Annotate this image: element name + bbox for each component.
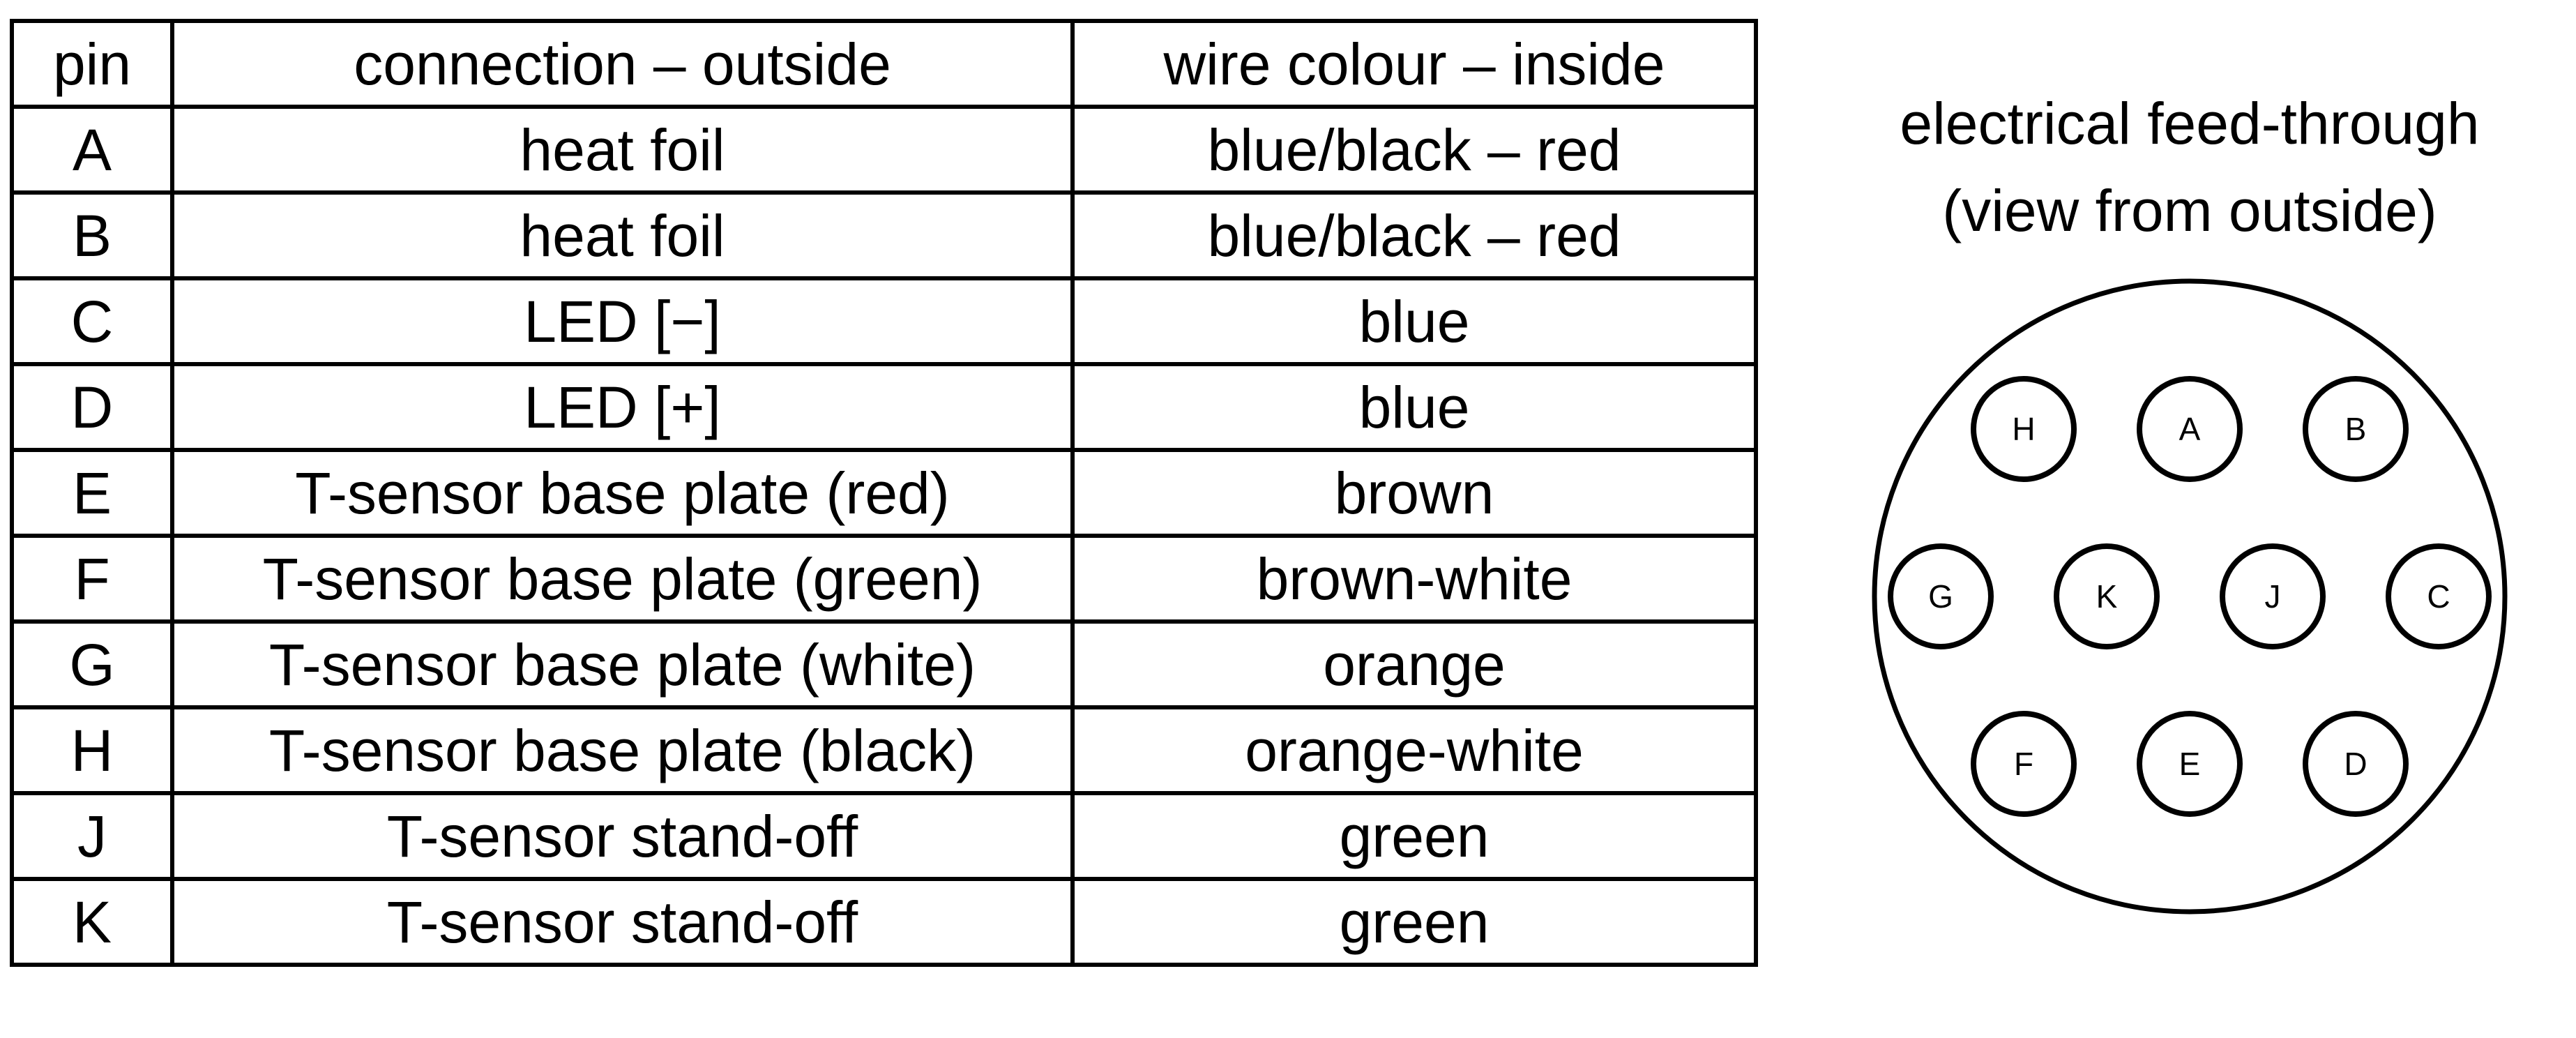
table-row: F T-sensor base plate (green) brown-whit… xyxy=(10,534,1758,624)
cell-connection-outside: T-sensor base plate (red) xyxy=(170,448,1075,538)
pin-label: A xyxy=(2179,411,2201,447)
cell-wire-colour-inside: brown-white xyxy=(1070,534,1758,624)
pin-circle xyxy=(1971,376,2077,482)
table-row: C LED [−] blue xyxy=(10,276,1758,366)
table-row: K T-sensor stand-off green xyxy=(10,877,1758,967)
cell-wire-colour-inside: green xyxy=(1070,877,1758,967)
cell-connection-outside: LED [+] xyxy=(170,362,1075,452)
cell-pin: J xyxy=(10,791,174,881)
pin-circle xyxy=(2303,711,2409,817)
cell-wire-colour-inside: brown xyxy=(1070,448,1758,538)
pin-g: G xyxy=(1888,543,1994,649)
cell-pin: K xyxy=(10,877,174,967)
cell-connection-outside: LED [−] xyxy=(170,276,1075,366)
cell-wire-colour-inside: blue xyxy=(1070,276,1758,366)
cell-pin: B xyxy=(10,190,174,280)
cell-connection-outside: T-sensor stand-off xyxy=(170,877,1075,967)
pin-d: D xyxy=(2303,711,2409,817)
connector-outline xyxy=(1872,278,2508,915)
pin-label: F xyxy=(2014,746,2033,782)
pin-e: E xyxy=(2137,711,2243,817)
cell-pin: G xyxy=(10,619,174,709)
table-row: B heat foil blue/black – red xyxy=(10,190,1758,280)
cell-pin: E xyxy=(10,448,174,538)
pin-circle xyxy=(2220,543,2326,649)
pin-label: H xyxy=(2012,411,2035,447)
table-row: G T-sensor base plate (white) orange xyxy=(10,619,1758,709)
header-pin: pin xyxy=(10,19,174,109)
feedthrough-subtitle: (view from outside) xyxy=(1942,178,2437,243)
pin-label: D xyxy=(2344,746,2367,782)
table-header-row: pin connection – outside wire colour – i… xyxy=(10,19,1758,109)
cell-pin: H xyxy=(10,705,174,795)
cell-connection-outside: T-sensor base plate (black) xyxy=(170,705,1075,795)
pin-j: J xyxy=(2220,543,2326,649)
feedthrough-title: electrical feed-through xyxy=(1900,91,2480,156)
pin-circle xyxy=(2303,376,2409,482)
cell-connection-outside: T-sensor base plate (white) xyxy=(170,619,1075,709)
cell-connection-outside: heat foil xyxy=(170,105,1075,195)
cell-wire-colour-inside: green xyxy=(1070,791,1758,881)
header-wire-colour-inside: wire colour – inside xyxy=(1070,19,1758,109)
cell-wire-colour-inside: blue/black – red xyxy=(1070,105,1758,195)
cell-connection-outside: T-sensor stand-off xyxy=(170,791,1075,881)
pin-circle xyxy=(1971,711,2077,817)
header-connection-outside: connection – outside xyxy=(170,19,1075,109)
pin-label: B xyxy=(2345,411,2367,447)
pin-label: C xyxy=(2427,578,2450,615)
table-row: D LED [+] blue xyxy=(10,362,1758,452)
pin-label: G xyxy=(1928,578,1953,615)
feedthrough-connector-diagram: H A B G K J C F E D xyxy=(1872,278,2508,915)
pin-h: H xyxy=(1971,376,2077,482)
cell-connection-outside: T-sensor base plate (green) xyxy=(170,534,1075,624)
pin-c: C xyxy=(2386,543,2492,649)
cell-wire-colour-inside: orange xyxy=(1070,619,1758,709)
cell-connection-outside: heat foil xyxy=(170,190,1075,280)
pin-circle xyxy=(1888,543,1994,649)
table-row: J T-sensor stand-off green xyxy=(10,791,1758,881)
connector-pins: H A B G K J C F E D xyxy=(1888,376,2492,817)
cell-pin: C xyxy=(10,276,174,366)
pin-b: B xyxy=(2303,376,2409,482)
pin-label: J xyxy=(2265,578,2281,615)
pin-f: F xyxy=(1971,711,2077,817)
pin-a: A xyxy=(2137,376,2243,482)
cell-wire-colour-inside: orange-white xyxy=(1070,705,1758,795)
cell-pin: A xyxy=(10,105,174,195)
pin-circle xyxy=(2137,711,2243,817)
pin-circle xyxy=(2137,376,2243,482)
table-row: A heat foil blue/black – red xyxy=(10,105,1758,195)
cell-pin: F xyxy=(10,534,174,624)
table-row: H T-sensor base plate (black) orange-whi… xyxy=(10,705,1758,795)
pin-circle xyxy=(2386,543,2492,649)
pin-assignment-table: pin connection – outside wire colour – i… xyxy=(10,19,1758,967)
cell-wire-colour-inside: blue/black – red xyxy=(1070,190,1758,280)
pin-label: E xyxy=(2179,746,2201,782)
table-row: E T-sensor base plate (red) brown xyxy=(10,448,1758,538)
pin-k: K xyxy=(2054,543,2160,649)
pin-circle xyxy=(2054,543,2160,649)
pin-label: K xyxy=(2096,578,2118,615)
cell-wire-colour-inside: blue xyxy=(1070,362,1758,452)
cell-pin: D xyxy=(10,362,174,452)
